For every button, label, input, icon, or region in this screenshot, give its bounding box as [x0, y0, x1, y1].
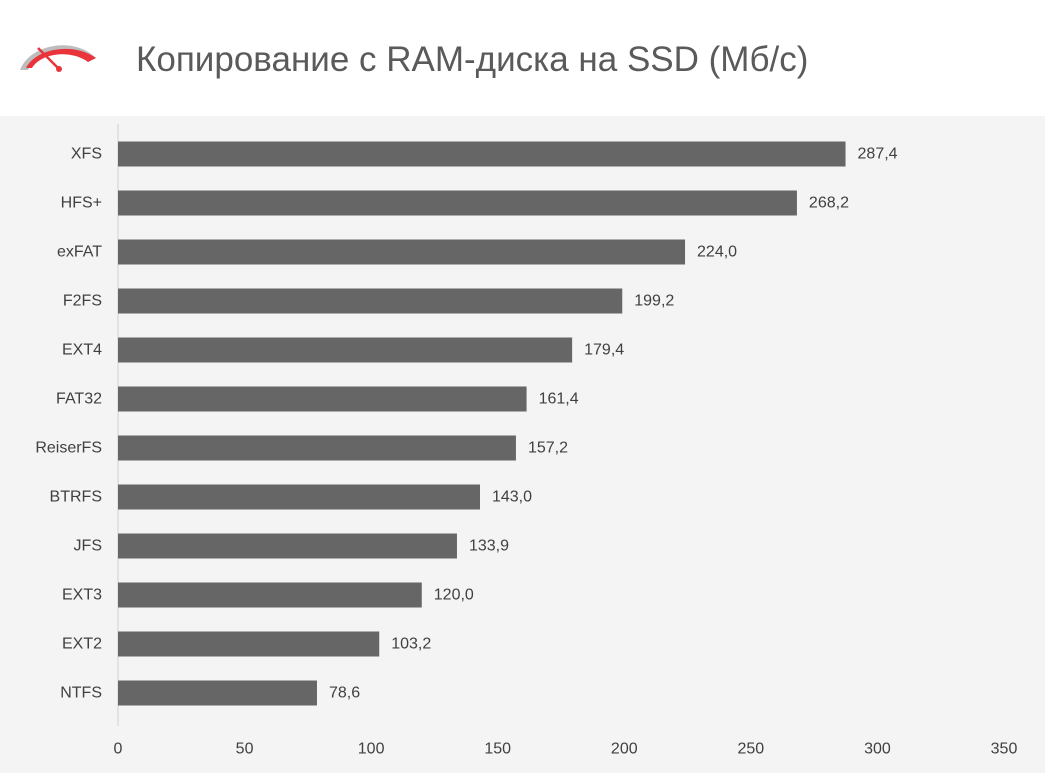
category-label: BTRFS: [50, 489, 102, 506]
speedometer-gauge-icon: [20, 45, 96, 72]
gauge-needle: [37, 47, 59, 69]
bar-jfs: [118, 533, 457, 559]
bar-exfat: [118, 239, 686, 265]
x-tick-label: 300: [864, 741, 891, 758]
x-tick-label: 350: [991, 741, 1018, 758]
bar-btrfs: [118, 484, 480, 510]
bar-ext3: [118, 582, 422, 608]
bar-reiserfs: [118, 435, 516, 461]
value-label: 143,0: [492, 489, 532, 506]
gauge-hub: [56, 66, 62, 72]
category-label: EXT3: [62, 587, 102, 604]
value-label: 268,2: [809, 195, 849, 212]
chart-svg: XFS 287,4 HFS+ 268,2 exFAT 224,0 F2FS 199,2 EXT4…: [35, 124, 1018, 758]
value-label: 157,2: [528, 440, 568, 457]
x-tick-label: 0: [114, 741, 123, 758]
bar-f2fs: [118, 288, 623, 314]
category-label: exFAT: [57, 244, 102, 261]
category-label: XFS: [71, 146, 102, 163]
value-label: 78,6: [329, 685, 360, 702]
bar-ext2: [118, 631, 380, 657]
category-label: NTFS: [60, 685, 102, 702]
category-label: JFS: [74, 538, 102, 555]
value-label: 287,4: [858, 146, 898, 163]
category-label: FAT32: [56, 391, 102, 408]
x-tick-label: 150: [484, 741, 511, 758]
bar-ntfs: [118, 680, 317, 706]
category-label: F2FS: [63, 293, 102, 310]
x-tick-label: 200: [611, 741, 638, 758]
value-label: 133,9: [469, 538, 509, 555]
category-label: ReiserFS: [35, 440, 102, 457]
value-label: 199,2: [634, 293, 674, 310]
value-label: 179,4: [584, 342, 624, 359]
bar-xfs: [118, 141, 846, 167]
value-label: 224,0: [697, 244, 737, 261]
bar-ext4: [118, 337, 573, 363]
bar-hfs: [118, 190, 797, 216]
value-label: 120,0: [434, 587, 474, 604]
value-label: 161,4: [539, 391, 579, 408]
bar-chart: XFS 287,4 HFS+ 268,2 exFAT 224,0 F2FS 199,2 EXT4…: [0, 116, 1045, 773]
chart-title: Копирование с RAM-диска на SSD (Мб/с): [136, 40, 809, 79]
category-label: EXT4: [62, 342, 102, 359]
value-label: 103,2: [391, 636, 431, 653]
x-tick-label: 250: [738, 741, 765, 758]
x-tick-label: 100: [358, 741, 385, 758]
header: Копирование с RAM-диска на SSD (Мб/с): [0, 0, 1045, 116]
category-label: HFS+: [61, 195, 102, 212]
category-label: EXT2: [62, 636, 102, 653]
x-tick-label: 50: [236, 741, 254, 758]
bar-fat32: [118, 386, 527, 412]
